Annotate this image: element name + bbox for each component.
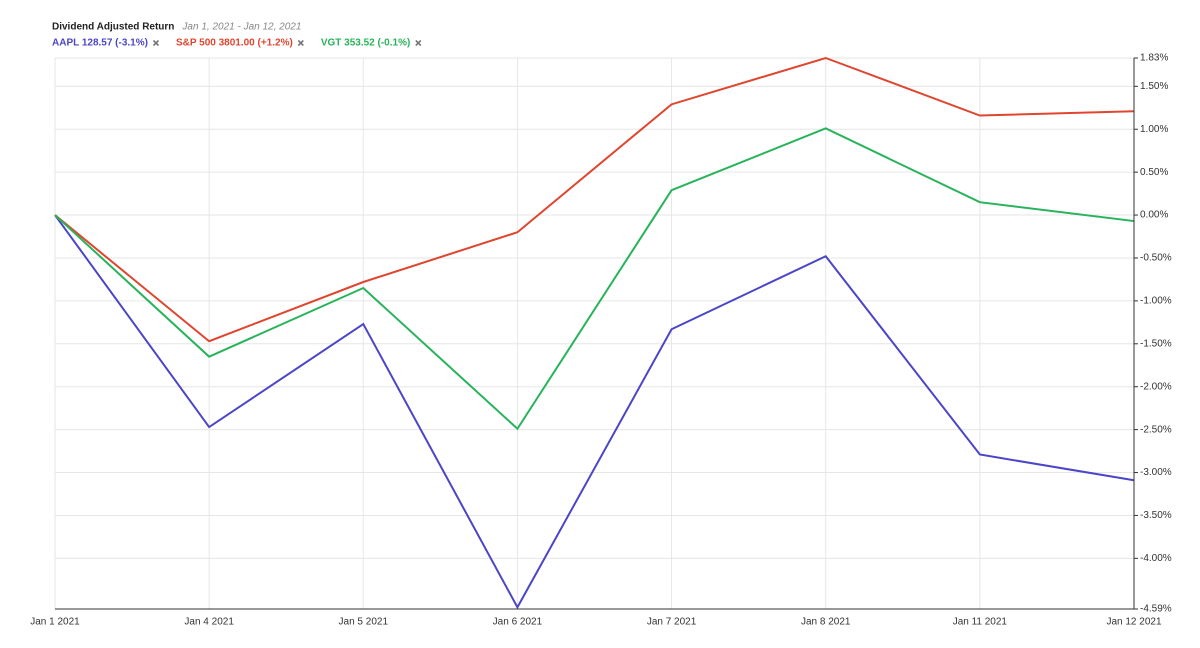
- y-tick-label: -3.50%: [1140, 510, 1172, 521]
- y-tick-label: 0.00%: [1140, 210, 1168, 221]
- y-tick-label: -3.00%: [1140, 467, 1172, 478]
- y-tick-label: -2.00%: [1140, 381, 1172, 392]
- y-tick-label: -0.50%: [1140, 253, 1172, 264]
- y-tick-label: -4.00%: [1140, 553, 1172, 564]
- remove-icon: [415, 39, 422, 47]
- y-tick-label: 1.50%: [1140, 81, 1168, 92]
- x-tick-label: Jan 8 2021: [801, 617, 851, 628]
- y-tick-label: -4.59%: [1140, 604, 1172, 615]
- lines: [54, 56, 1135, 610]
- remove-icon: [152, 39, 160, 47]
- x-tick-label: Jan 7 2021: [647, 617, 697, 628]
- legend-remove[interactable]: [297, 39, 304, 47]
- x-tick-label: Jan 4 2021: [184, 617, 234, 628]
- series-line: [54, 214, 1135, 610]
- legend-entry[interactable]: S&P 500 3801.00 (+1.2%): [176, 38, 293, 49]
- x-tick-label: Jan 5 2021: [339, 617, 389, 628]
- y-tick-label: 0.50%: [1140, 167, 1168, 178]
- grid: [54, 57, 1135, 610]
- chart-subtitle: Jan 1, 2021 - Jan 12, 2021: [181, 22, 301, 33]
- series-line: [54, 56, 1135, 343]
- legend-remove[interactable]: [152, 39, 160, 47]
- x-tick-label: Jan 11 2021: [953, 617, 1008, 628]
- legend-entry[interactable]: AAPL 128.57 (-3.1%): [52, 38, 148, 49]
- x-tick-label: Jan 12 2021: [1106, 617, 1161, 628]
- series-line: [54, 127, 1135, 431]
- chart-title: Dividend Adjusted Return: [52, 22, 174, 33]
- remove-icon: [297, 39, 304, 47]
- x-tick-label: Jan 6 2021: [493, 617, 543, 628]
- x-tick-label: Jan 1 2021: [30, 617, 80, 628]
- y-tick-label: -1.50%: [1140, 338, 1172, 349]
- y-tick-label: -2.50%: [1140, 424, 1172, 435]
- axes: 1.83% 1.50% 1.00% 0.50% 0.00% -0.50% -1.00% -1.…: [30, 53, 1172, 628]
- y-tick-label: 1.00%: [1140, 124, 1168, 135]
- y-tick-label: -1.00%: [1140, 296, 1172, 307]
- legend-remove[interactable]: [415, 39, 422, 47]
- legend-entry[interactable]: VGT 353.52 (-0.1%): [321, 38, 410, 49]
- y-tick-label: 1.83%: [1140, 53, 1168, 64]
